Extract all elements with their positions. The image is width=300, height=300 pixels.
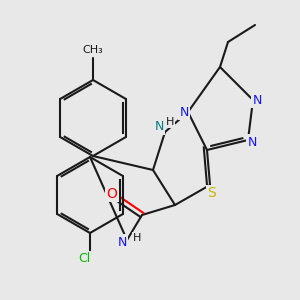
Text: N: N <box>117 236 127 248</box>
Text: H: H <box>166 117 174 127</box>
Text: S: S <box>208 186 216 200</box>
Text: N: N <box>179 106 189 118</box>
Text: N: N <box>247 136 257 148</box>
Text: N: N <box>154 121 164 134</box>
Text: CH₃: CH₃ <box>82 45 103 55</box>
Text: Cl: Cl <box>78 253 90 266</box>
Text: H: H <box>133 233 141 243</box>
Text: O: O <box>106 187 117 201</box>
Text: N: N <box>252 94 262 106</box>
